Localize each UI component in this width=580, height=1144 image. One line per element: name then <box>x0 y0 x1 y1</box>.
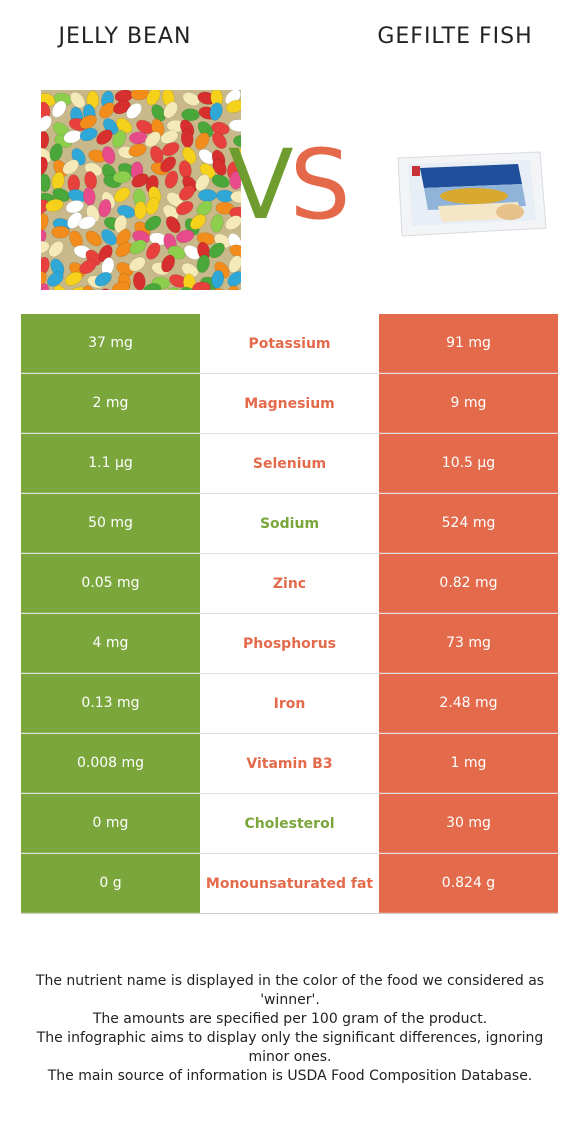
right-value: 1 mg <box>379 734 558 793</box>
gefilte-fish-image <box>390 150 550 240</box>
right-food-title: GEFILTE FISH <box>377 24 533 49</box>
vs-v: V <box>228 129 294 241</box>
footer-line-3: The infographic aims to display only the… <box>36 1030 544 1065</box>
left-value: 0.13 mg <box>21 674 200 733</box>
nutrient-name: Selenium <box>200 434 379 493</box>
right-value: 524 mg <box>379 494 558 553</box>
jelly-bean-image <box>41 90 241 290</box>
table-row: 37 mg Potassium 91 mg <box>21 314 558 374</box>
nutrient-name: Potassium <box>200 314 379 373</box>
nutrient-name: Phosphorus <box>200 614 379 673</box>
left-value: 0 g <box>21 854 200 913</box>
left-value: 2 mg <box>21 374 200 433</box>
table-row: 0.05 mg Zinc 0.82 mg <box>21 554 558 614</box>
table-row: 1.1 µg Selenium 10.5 µg <box>21 434 558 494</box>
right-value: 9 mg <box>379 374 558 433</box>
footer-line-2: The amounts are specified per 100 gram o… <box>92 1011 488 1027</box>
right-value: 30 mg <box>379 794 558 853</box>
nutrient-name: Cholesterol <box>200 794 379 853</box>
nutrient-name: Magnesium <box>200 374 379 433</box>
nutrient-name: Sodium <box>200 494 379 553</box>
table-row: 0.008 mg Vitamin B3 1 mg <box>21 734 558 794</box>
right-value: 2.48 mg <box>379 674 558 733</box>
table-row: 2 mg Magnesium 9 mg <box>21 374 558 434</box>
right-value: 0.82 mg <box>379 554 558 613</box>
table-row: 0 mg Cholesterol 30 mg <box>21 794 558 854</box>
footer-notes: The nutrient name is displayed in the co… <box>20 972 560 1086</box>
left-value: 4 mg <box>21 614 200 673</box>
left-value: 0.008 mg <box>21 734 200 793</box>
table-row: 0 g Monounsaturated fat 0.824 g <box>21 854 558 914</box>
right-value: 91 mg <box>379 314 558 373</box>
vs-label: VS <box>228 130 352 240</box>
table-row: 50 mg Sodium 524 mg <box>21 494 558 554</box>
vs-s: S <box>289 129 351 241</box>
nutrient-name: Zinc <box>200 554 379 613</box>
right-value: 10.5 µg <box>379 434 558 493</box>
nutrient-name: Iron <box>200 674 379 733</box>
right-value: 73 mg <box>379 614 558 673</box>
left-value: 0.05 mg <box>21 554 200 613</box>
table-row: 4 mg Phosphorus 73 mg <box>21 614 558 674</box>
left-value: 1.1 µg <box>21 434 200 493</box>
footer-line-1: The nutrient name is displayed in the co… <box>35 973 545 1008</box>
left-value: 0 mg <box>21 794 200 853</box>
nutrient-comparison-table: 37 mg Potassium 91 mg 2 mg Magnesium 9 mg 1.1 … <box>21 314 558 914</box>
nutrient-name: Monounsaturated fat <box>200 854 379 913</box>
left-value: 50 mg <box>21 494 200 553</box>
left-food-title: JELLY BEAN <box>58 24 192 49</box>
right-value: 0.824 g <box>379 854 558 913</box>
footer-line-4: The main source of information is USDA F… <box>47 1068 533 1084</box>
left-value: 37 mg <box>21 314 200 373</box>
nutrient-name: Vitamin B3 <box>200 734 379 793</box>
table-row: 0.13 mg Iron 2.48 mg <box>21 674 558 734</box>
